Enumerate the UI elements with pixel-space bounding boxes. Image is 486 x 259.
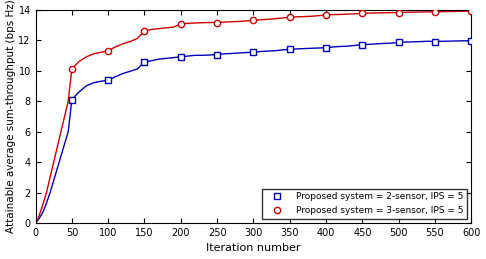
Proposed system = 3-sensor, IPS = 5: [105, 49, 111, 52]
Proposed system = 3-sensor, IPS = 5: [178, 23, 184, 26]
Proposed system = 2-sensor, IPS = 5: [178, 55, 184, 58]
Proposed system = 2-sensor, IPS = 5: [469, 39, 474, 42]
Proposed system = 2-sensor, IPS = 5: [105, 79, 111, 82]
Proposed system = 2-sensor, IPS = 5: [432, 40, 438, 43]
Line: Proposed system = 2-sensor, IPS = 5: Proposed system = 2-sensor, IPS = 5: [69, 38, 474, 103]
Proposed system = 3-sensor, IPS = 5: [287, 16, 293, 19]
Proposed system = 2-sensor, IPS = 5: [214, 53, 220, 56]
Proposed system = 3-sensor, IPS = 5: [214, 21, 220, 24]
Proposed system = 2-sensor, IPS = 5: [323, 46, 329, 49]
Proposed system = 2-sensor, IPS = 5: [250, 51, 256, 54]
Proposed system = 2-sensor, IPS = 5: [141, 61, 147, 64]
X-axis label: Iteration number: Iteration number: [206, 243, 301, 254]
Proposed system = 3-sensor, IPS = 5: [469, 10, 474, 13]
Proposed system = 3-sensor, IPS = 5: [360, 12, 365, 15]
Line: Proposed system = 3-sensor, IPS = 5: Proposed system = 3-sensor, IPS = 5: [69, 8, 474, 72]
Legend: Proposed system = 2-sensor, IPS = 5, Proposed system = 3-sensor, IPS = 5: Proposed system = 2-sensor, IPS = 5, Pro…: [262, 189, 467, 219]
Y-axis label: Attainable average sum-throughput (bps Hz): Attainable average sum-throughput (bps H…: [5, 0, 16, 233]
Proposed system = 2-sensor, IPS = 5: [287, 48, 293, 51]
Proposed system = 2-sensor, IPS = 5: [69, 98, 75, 101]
Proposed system = 2-sensor, IPS = 5: [360, 43, 365, 46]
Proposed system = 3-sensor, IPS = 5: [323, 13, 329, 16]
Proposed system = 3-sensor, IPS = 5: [141, 29, 147, 32]
Proposed system = 3-sensor, IPS = 5: [432, 10, 438, 13]
Proposed system = 3-sensor, IPS = 5: [250, 19, 256, 22]
Proposed system = 3-sensor, IPS = 5: [69, 67, 75, 70]
Proposed system = 3-sensor, IPS = 5: [396, 11, 401, 14]
Proposed system = 2-sensor, IPS = 5: [396, 41, 401, 44]
